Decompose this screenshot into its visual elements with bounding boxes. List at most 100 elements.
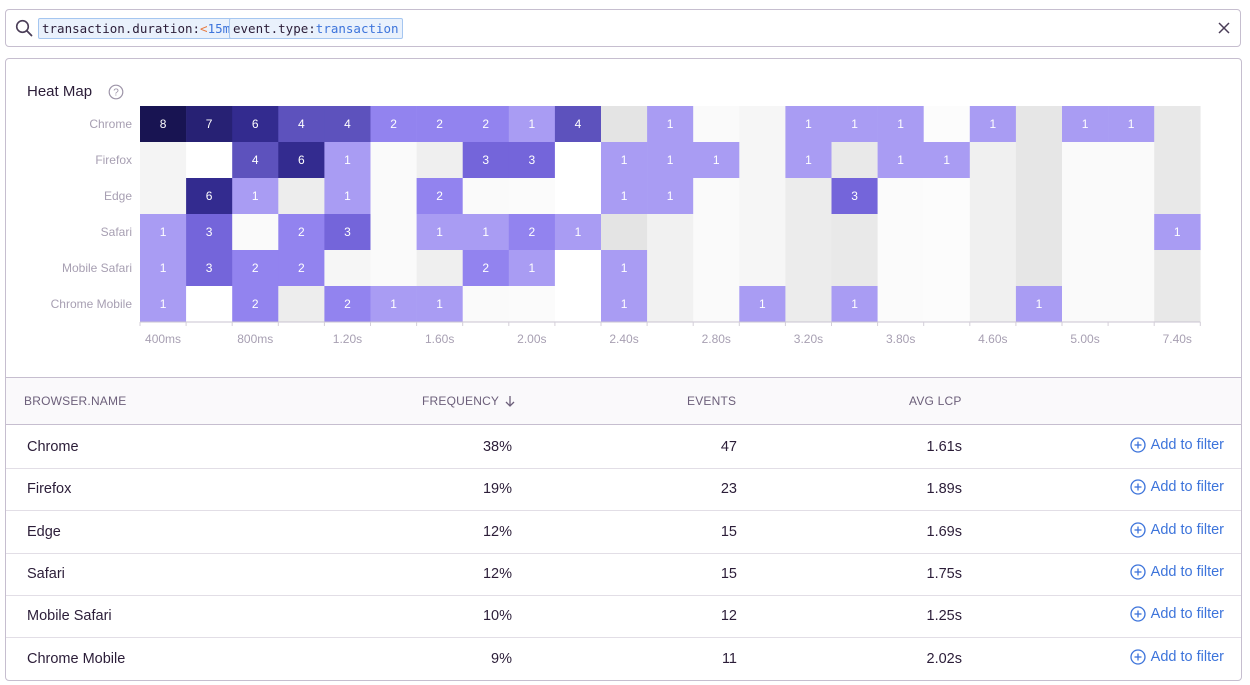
heatmap-cell[interactable] — [601, 286, 648, 323]
heatmap-cell[interactable] — [1015, 214, 1063, 251]
heatmap-cell[interactable] — [554, 142, 602, 179]
heatmap-cell[interactable] — [278, 286, 325, 323]
heatmap-cell[interactable] — [1154, 286, 1201, 323]
heatmap-cell[interactable] — [508, 142, 556, 179]
heatmap-cell[interactable] — [877, 250, 924, 287]
heatmap-cell[interactable] — [416, 250, 463, 287]
heatmap-cell[interactable] — [278, 178, 325, 215]
heatmap-cell[interactable] — [647, 178, 694, 215]
heatmap-cell[interactable] — [324, 142, 371, 179]
heatmap-cell[interactable] — [324, 106, 371, 143]
heatmap-cell[interactable] — [785, 178, 832, 215]
heatmap-cell[interactable] — [693, 250, 740, 287]
heatmap-cell[interactable] — [416, 286, 463, 323]
heatmap-cell[interactable] — [693, 142, 740, 179]
heatmap-cell[interactable] — [739, 250, 786, 287]
heatmap-cell[interactable] — [186, 250, 233, 287]
heatmap-cell[interactable] — [969, 142, 1017, 179]
heatmap-cell[interactable] — [186, 106, 233, 143]
search-bar[interactable]: transaction.duration:<15m event.type:tra… — [5, 9, 1241, 47]
heatmap-cell[interactable] — [324, 286, 371, 323]
heatmap-cell[interactable] — [1154, 250, 1201, 287]
heatmap-cell[interactable] — [1062, 106, 1109, 143]
heatmap-cell[interactable] — [1062, 214, 1109, 251]
heatmap-cell[interactable] — [140, 142, 187, 179]
heatmap-cell[interactable] — [508, 178, 556, 215]
heatmap-cell[interactable] — [1154, 142, 1201, 179]
heatmap-cell[interactable] — [508, 106, 556, 143]
heatmap-cell[interactable] — [140, 250, 187, 287]
heatmap-cell[interactable] — [785, 250, 832, 287]
heatmap-cell[interactable] — [1108, 286, 1155, 323]
heatmap-cell[interactable] — [647, 250, 694, 287]
heatmap-cell[interactable] — [693, 214, 740, 251]
heatmap-cell[interactable] — [186, 214, 233, 251]
heatmap-cell[interactable] — [1062, 178, 1109, 215]
heatmap-cell[interactable] — [969, 178, 1017, 215]
heatmap-cell[interactable] — [923, 214, 971, 251]
heatmap-cell[interactable] — [140, 178, 187, 215]
header-frequency[interactable]: FREQUENCY — [422, 394, 515, 408]
header-events[interactable]: EVENTS — [687, 394, 737, 408]
heatmap-cell[interactable] — [232, 106, 279, 143]
search-token-event-type[interactable]: event.type:transaction — [229, 18, 403, 39]
heatmap-cell[interactable] — [831, 214, 878, 251]
close-icon[interactable] — [1217, 21, 1231, 35]
add-to-filter-button[interactable]: Add to filter — [1130, 564, 1224, 580]
heatmap-cell[interactable] — [278, 142, 325, 179]
add-to-filter-button[interactable]: Add to filter — [1130, 522, 1224, 538]
heatmap-cell[interactable] — [1154, 106, 1201, 143]
heatmap-cell[interactable] — [1154, 178, 1201, 215]
heatmap-cell[interactable] — [1015, 106, 1063, 143]
heatmap-cell[interactable] — [647, 286, 694, 323]
heatmap-cell[interactable] — [186, 286, 233, 323]
heatmap-cell[interactable] — [554, 250, 602, 287]
heatmap-cell[interactable] — [1108, 250, 1155, 287]
heatmap-cell[interactable] — [739, 142, 786, 179]
heatmap-cell[interactable] — [370, 106, 417, 143]
heatmap-cell[interactable] — [1062, 286, 1109, 323]
header-avg-lcp[interactable]: AVG LCP — [909, 394, 962, 408]
heatmap-cell[interactable] — [1108, 214, 1155, 251]
heatmap-cell[interactable] — [554, 106, 602, 143]
heatmap-cell[interactable] — [278, 214, 325, 251]
heatmap-cell[interactable] — [462, 250, 510, 287]
heatmap-cell[interactable] — [140, 214, 187, 251]
question-icon[interactable]: ? — [108, 84, 124, 100]
heatmap-cell[interactable] — [693, 106, 740, 143]
heatmap-cell[interactable] — [647, 142, 694, 179]
heatmap-cell[interactable] — [1108, 178, 1155, 215]
heatmap-cell[interactable] — [324, 250, 371, 287]
heatmap-cell[interactable] — [1062, 250, 1109, 287]
heatmap-cell[interactable] — [1108, 142, 1155, 179]
heatmap-cell[interactable] — [140, 106, 187, 143]
heatmap-cell[interactable] — [416, 106, 463, 143]
heatmap-cell[interactable] — [462, 214, 510, 251]
heatmap-cell[interactable] — [785, 214, 832, 251]
heatmap-cell[interactable] — [693, 286, 740, 323]
heatmap-cell[interactable] — [370, 178, 417, 215]
heatmap-cell[interactable] — [601, 178, 648, 215]
heatmap-cell[interactable] — [877, 214, 924, 251]
heatmap-cell[interactable] — [1108, 106, 1155, 143]
heatmap-cell[interactable] — [1015, 250, 1063, 287]
heatmap-cell[interactable] — [370, 142, 417, 179]
heatmap-cell[interactable] — [462, 106, 510, 143]
heatmap-cell[interactable] — [370, 286, 417, 323]
heatmap-cell[interactable] — [1015, 286, 1063, 323]
heatmap-cell[interactable] — [1154, 214, 1201, 251]
heatmap-cell[interactable] — [416, 142, 463, 179]
heatmap-cell[interactable] — [186, 142, 233, 179]
heatmap-cell[interactable] — [416, 214, 463, 251]
heatmap-cell[interactable] — [923, 286, 971, 323]
heatmap-cell[interactable] — [232, 142, 279, 179]
add-to-filter-button[interactable]: Add to filter — [1130, 649, 1224, 665]
heatmap-cell[interactable] — [831, 178, 878, 215]
heatmap-cell[interactable] — [739, 178, 786, 215]
heatmap-cell[interactable] — [831, 286, 878, 323]
heatmap-cell[interactable] — [232, 214, 279, 251]
heatmap-cell[interactable] — [923, 250, 971, 287]
heatmap-cell[interactable] — [785, 106, 832, 143]
heatmap-cell[interactable] — [601, 106, 648, 143]
heatmap-cell[interactable] — [969, 250, 1017, 287]
